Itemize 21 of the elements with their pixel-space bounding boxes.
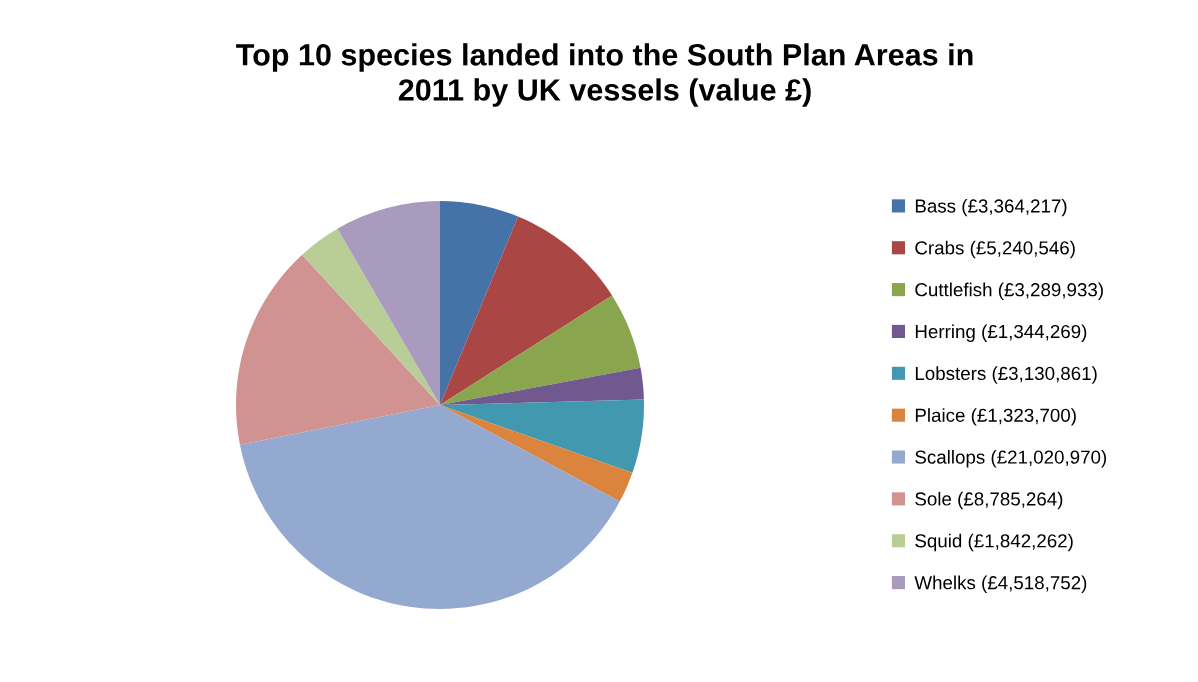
pie-slice — [302, 228, 440, 405]
pie-slice — [239, 405, 620, 609]
legend-label: Bass (£3,364,217) — [915, 198, 1067, 217]
legend-label: Plaice (£1,323,700) — [915, 408, 1076, 426]
legend-label: Lobsters (£3,130,861) — [915, 366, 1097, 384]
chart-title: Top 10 species landed into the South Plan Areas in 2011 by UK vessels (value £) — [236, 43, 973, 107]
legend-label: Herring (£1,344,269) — [915, 324, 1087, 342]
legend-label: Sole (£8,785,264) — [915, 491, 1063, 510]
legend-label: Crabs (£5,240,546) — [915, 240, 1075, 259]
legend-label: Scallops (£21,020,970) — [915, 450, 1107, 468]
legend-label: Cuttlefish (£3,289,933) — [915, 282, 1103, 301]
pie-slice — [440, 295, 641, 405]
pie-slice — [440, 201, 519, 405]
legend-label: Whelks (£4,518,752) — [914, 575, 1087, 594]
pie-slice — [440, 367, 644, 405]
pie-slice — [440, 399, 644, 473]
pie-slice — [337, 201, 440, 405]
pie-slice — [440, 216, 613, 405]
legend-label: Squid (£1,842,262) — [915, 533, 1073, 552]
pie-slice — [236, 254, 440, 445]
pie-slice — [440, 405, 633, 502]
